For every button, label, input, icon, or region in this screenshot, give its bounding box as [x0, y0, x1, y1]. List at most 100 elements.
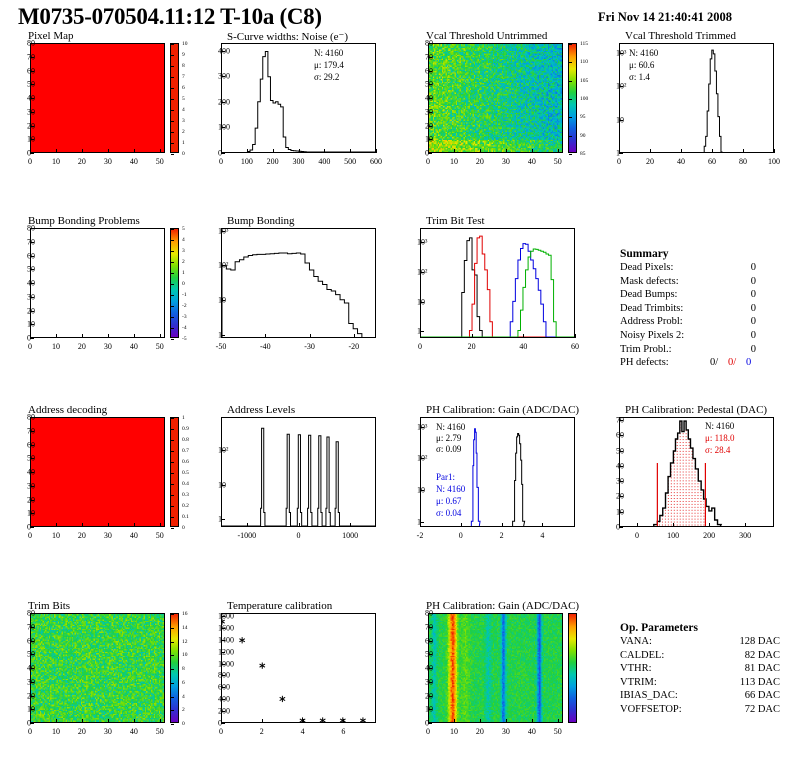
stat-n: N: 4160 — [629, 48, 659, 58]
colorbar-tick — [171, 44, 174, 45]
colorbar-label: 2 — [182, 259, 185, 265]
y-tick — [30, 139, 34, 141]
summary-label: Dead Bumps: — [620, 289, 678, 301]
x-tick — [30, 334, 31, 338]
y-tick — [420, 490, 424, 492]
page-title: M0735-070504.11:12 T-10a (C8) — [18, 4, 322, 29]
y-tick — [30, 668, 34, 669]
y-tick — [30, 255, 34, 257]
panel-title: Trim Bit Test — [426, 215, 485, 227]
y-tick — [30, 444, 34, 446]
colorbar-label: -1 — [182, 292, 187, 298]
x-tick — [774, 149, 775, 153]
stat-n: N: 4160 — [705, 421, 735, 431]
y-tick — [619, 496, 623, 498]
data-point-star — [280, 696, 285, 702]
panel-title: Address Levels — [227, 404, 296, 416]
panel-title: Vcal Threshold Trimmed — [625, 30, 737, 42]
summary-label: Address Probl: — [620, 316, 683, 328]
s-curve-histogram — [222, 44, 375, 152]
x-tick — [55, 719, 57, 723]
colorbar-label: 90 — [580, 132, 586, 139]
plot-area-temperature — [221, 613, 376, 723]
x-tick — [523, 334, 525, 338]
colorbar-trim-bits: 0 2 4 6 8 10 12 14 16 — [170, 611, 188, 727]
x-tick-label: 10 — [51, 342, 60, 351]
x-tick — [221, 719, 222, 723]
summary-row-ph-defects: PH defects: 0/ 0/ 0 — [620, 357, 751, 371]
colorbar-tick — [171, 710, 174, 712]
x-tick — [343, 719, 345, 723]
x-tick — [709, 523, 711, 527]
summary-value: 0 — [750, 302, 756, 314]
x-tick-label: 40 — [129, 531, 138, 540]
op-parameter-row: IBIAS_DAC: 66 DAC — [620, 690, 780, 704]
y-tick — [30, 654, 34, 656]
x-tick — [133, 719, 135, 723]
plot-area-pixel-map — [30, 43, 165, 153]
x-tick-label: 50 — [553, 727, 562, 736]
colorbar-label: 85 — [580, 151, 586, 157]
plot-area-bump-problems — [30, 228, 165, 338]
colorbar-bump-problems: -5 -4 -3 -2 -1 0 1 2 3 4 5 — [170, 226, 187, 342]
x-tick-label: 0 — [418, 342, 422, 351]
x-tick-label: 0 — [635, 531, 640, 540]
colorbar-tick — [171, 66, 174, 67]
y-tick — [428, 654, 432, 656]
x-tick — [298, 149, 300, 153]
summary-value: 0 — [750, 275, 756, 287]
y-tick — [619, 481, 623, 483]
colorbar-label: 4 — [182, 693, 185, 700]
y-tick — [30, 43, 34, 44]
x-tick — [376, 149, 377, 153]
x-tick — [30, 149, 31, 153]
x-tick — [557, 719, 559, 723]
colorbar-label: -3 — [182, 314, 187, 320]
y-tick — [30, 241, 34, 243]
y-tick — [428, 681, 432, 683]
x-tick-label: 10 — [51, 157, 60, 166]
x-tick-label: 2 — [259, 727, 264, 736]
x-tick-label: 40 — [527, 727, 536, 736]
temperature-scatter — [222, 614, 375, 722]
x-tick — [712, 149, 713, 153]
op-parameters-title: Op. Parameters — [620, 622, 698, 634]
y-tick — [420, 426, 424, 428]
x-tick — [453, 149, 455, 153]
y-tick — [428, 70, 432, 72]
y-tick — [619, 450, 623, 452]
x-tick-label: 6 — [341, 727, 346, 736]
stat-n: N: 4160 — [314, 48, 344, 58]
y-tick — [420, 271, 424, 273]
y-tick — [221, 300, 225, 301]
y-tick — [30, 681, 34, 683]
x-tick — [650, 149, 651, 153]
op-parameter-row: VTRIM: 113 DAC — [620, 676, 780, 691]
x-tick — [133, 523, 135, 527]
op-parameter-value: 72 DAC — [744, 703, 780, 715]
summary-title: Summary — [620, 248, 669, 260]
plot-area-vcal-untrimmed — [428, 43, 563, 153]
colorbar-tick — [171, 132, 174, 133]
x-tick — [133, 334, 135, 338]
y-tick — [420, 522, 424, 524]
summary-row: Trim Probl.: 0 — [620, 344, 756, 358]
op-parameter-label: VTRIM: — [620, 676, 657, 688]
op-parameter-label: VANA: — [620, 636, 652, 647]
y-tick — [30, 527, 34, 528]
x-tick — [159, 719, 161, 723]
series-par1-gain — [471, 429, 480, 526]
panel-title: Address decoding — [28, 404, 108, 416]
x-tick-label: 80 — [739, 157, 747, 166]
y-tick — [428, 709, 432, 711]
x-tick — [420, 523, 421, 527]
panel-temperature-calibration: Temperature calibration 0246020040060080… — [199, 600, 398, 743]
y-tick — [30, 125, 34, 127]
summary-value: 0 — [750, 343, 756, 355]
colorbar-tick — [171, 328, 174, 329]
colorbar-tick — [171, 121, 174, 122]
x-tick-label: 20 — [467, 342, 476, 351]
x-tick — [501, 523, 503, 527]
summary-value-blue: 0 — [746, 357, 752, 369]
